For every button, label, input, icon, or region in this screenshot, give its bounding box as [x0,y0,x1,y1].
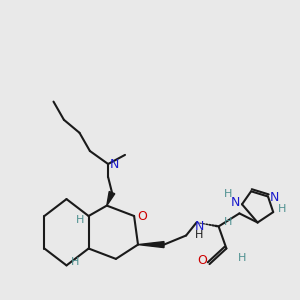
Text: H: H [238,253,246,262]
Text: N: N [230,196,240,209]
Text: N: N [269,191,279,204]
Text: H: H [75,215,84,225]
Text: N: N [110,158,119,172]
Text: H: H [224,189,232,199]
Text: O: O [137,209,147,223]
Text: O: O [198,254,207,267]
Text: H: H [224,218,232,227]
Text: H: H [71,257,80,267]
Polygon shape [107,191,115,206]
Text: N: N [195,220,204,233]
Text: H: H [195,230,204,241]
Polygon shape [138,242,164,248]
Text: H: H [278,204,286,214]
